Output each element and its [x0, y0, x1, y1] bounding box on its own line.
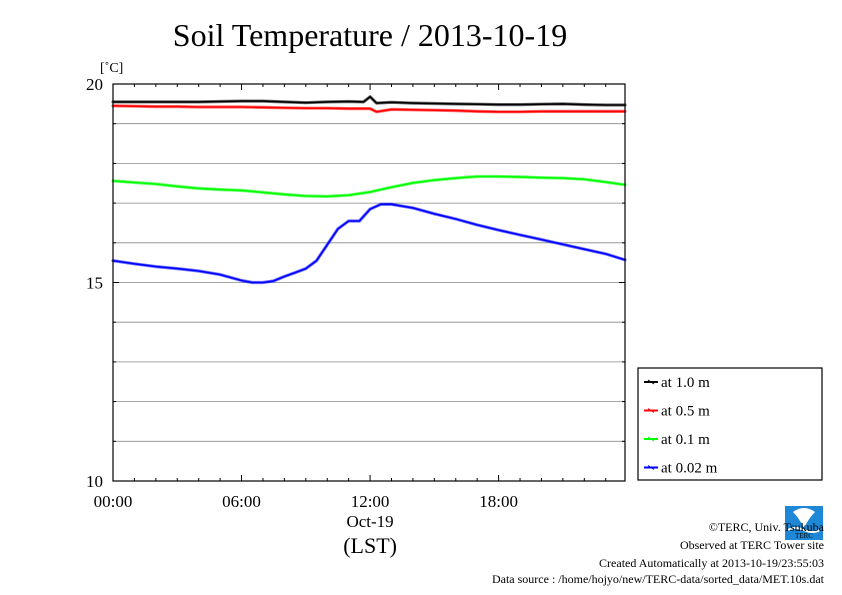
legend-box: [637, 367, 823, 481]
y-unit-label: [˚C]: [100, 61, 123, 76]
legend: at 1.0 m at 0.5 m at 0.1 m at 0.02 m: [637, 367, 823, 481]
legend-swatch-mark: [647, 379, 655, 385]
source-text: Data source : /home/hojyo/new/TERC-data/…: [491, 572, 824, 586]
y-tick-label: 20: [86, 75, 103, 94]
series-lines: [111, 95, 627, 285]
legend-label: at 1.0 m: [661, 375, 710, 391]
y-tick-label: 10: [86, 472, 103, 491]
grid-lines: [113, 123, 625, 442]
legend-swatch-mark: [647, 408, 655, 413]
legend-label: at 0.1 m: [661, 432, 710, 448]
x-date-label: Oct-19: [346, 512, 393, 531]
series-line-0: [112, 95, 626, 106]
x-tick-label: 18:00: [479, 492, 518, 511]
observed-text: Observed at TERC Tower site: [679, 538, 824, 552]
series-line-2: [112, 175, 626, 198]
x-axis-label: (LST): [343, 533, 397, 558]
created-text: Created Automatically at 2013-10-19/23:5…: [599, 556, 824, 570]
x-tick-label: 00:00: [94, 492, 133, 511]
y-tick-label: 15: [86, 274, 103, 293]
legend-label: at 0.5 m: [661, 404, 710, 420]
series-line-1: [112, 105, 626, 113]
logo-text: TERC: [795, 532, 813, 540]
copyright-text: ©TERC, Univ. Tsukuba: [708, 520, 824, 534]
terc-logo-icon: TERC: [785, 506, 823, 540]
legend-swatch-mark: [647, 436, 655, 442]
x-tick-label: 12:00: [351, 492, 390, 511]
legend-swatch-mark: [647, 465, 655, 470]
chart-title: Soil Temperature / 2013-10-19: [173, 17, 567, 53]
axis-ticks: 10 15 20 00:00 06:00 12:00 18:00: [86, 75, 625, 511]
series-line-3: [112, 203, 626, 284]
legend-label: at 0.02 m: [661, 461, 718, 477]
series-halo-2: [111, 174, 627, 198]
x-tick-label: 06:00: [222, 492, 261, 511]
terc-logo: TERC: [785, 506, 823, 540]
